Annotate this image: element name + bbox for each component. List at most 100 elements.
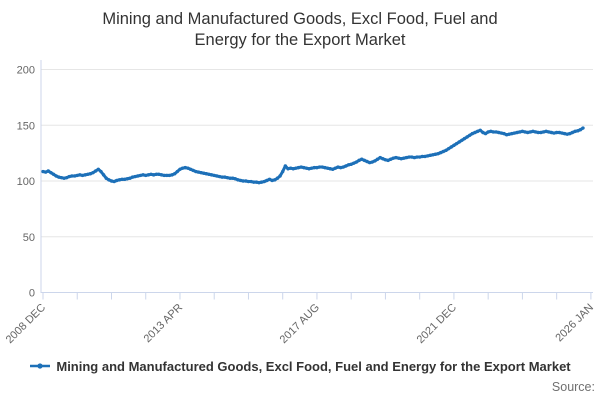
series-point[interactable]: [491, 130, 496, 134]
series-point[interactable]: [381, 157, 385, 161]
series-point[interactable]: [362, 158, 367, 163]
series-point[interactable]: [43, 170, 48, 174]
series-point[interactable]: [333, 166, 338, 170]
series-point[interactable]: [72, 174, 77, 178]
series-point[interactable]: [454, 141, 459, 146]
series-point[interactable]: [338, 165, 343, 170]
series-point[interactable]: [122, 177, 127, 182]
series-point[interactable]: [420, 154, 425, 159]
series-point[interactable]: [341, 165, 345, 169]
series-point[interactable]: [549, 130, 554, 135]
series-point[interactable]: [117, 178, 122, 182]
series-point[interactable]: [557, 130, 561, 135]
series-point[interactable]: [489, 129, 493, 134]
series-point[interactable]: [378, 155, 382, 160]
series-point[interactable]: [417, 155, 422, 159]
series-point[interactable]: [215, 174, 219, 178]
series-point[interactable]: [460, 138, 464, 142]
series-point[interactable]: [144, 173, 148, 178]
series-point[interactable]: [365, 159, 369, 164]
series-point[interactable]: [296, 165, 301, 170]
series-point[interactable]: [165, 173, 169, 178]
series-point[interactable]: [520, 129, 525, 134]
series-point[interactable]: [317, 165, 322, 169]
series-point[interactable]: [281, 169, 285, 174]
series-point[interactable]: [170, 173, 174, 177]
series-point[interactable]: [288, 166, 293, 170]
series-point[interactable]: [136, 174, 140, 178]
series-point[interactable]: [373, 159, 377, 163]
series-point[interactable]: [133, 174, 137, 179]
series-point[interactable]: [512, 131, 517, 135]
series-point[interactable]: [515, 130, 519, 135]
series-point[interactable]: [483, 131, 488, 136]
series-point[interactable]: [323, 165, 327, 170]
series-point[interactable]: [241, 179, 245, 183]
series-point[interactable]: [354, 160, 359, 164]
series-point[interactable]: [191, 168, 195, 173]
series-point[interactable]: [375, 157, 380, 161]
series-point[interactable]: [270, 178, 274, 183]
series-point[interactable]: [391, 156, 396, 160]
series-point[interactable]: [402, 156, 406, 160]
series-point[interactable]: [320, 165, 324, 169]
series-point[interactable]: [283, 164, 288, 168]
series-point[interactable]: [93, 169, 98, 173]
series-point[interactable]: [96, 167, 101, 171]
series-point[interactable]: [560, 131, 564, 135]
series-point[interactable]: [415, 155, 419, 159]
series-point[interactable]: [457, 140, 461, 144]
series-point[interactable]: [499, 131, 504, 135]
series-point[interactable]: [212, 173, 216, 178]
series-point[interactable]: [507, 132, 511, 136]
series-point[interactable]: [497, 130, 501, 135]
series-point[interactable]: [302, 165, 306, 170]
series-point[interactable]: [304, 166, 309, 170]
series-point[interactable]: [46, 169, 50, 173]
series-point[interactable]: [112, 179, 116, 184]
series-point[interactable]: [204, 172, 209, 176]
series-point[interactable]: [246, 179, 251, 184]
series-point[interactable]: [357, 158, 361, 163]
series-point[interactable]: [230, 176, 235, 180]
series-point[interactable]: [146, 173, 151, 177]
series-point[interactable]: [504, 133, 509, 137]
series-point[interactable]: [209, 173, 214, 177]
series-point[interactable]: [425, 154, 430, 158]
series-point[interactable]: [412, 155, 417, 160]
series-point[interactable]: [352, 161, 356, 165]
series-point[interactable]: [394, 155, 398, 160]
series-point[interactable]: [431, 153, 435, 157]
series-point[interactable]: [62, 176, 66, 180]
series-point[interactable]: [539, 130, 543, 135]
series-point[interactable]: [531, 129, 535, 134]
series-point[interactable]: [233, 177, 237, 181]
series-point[interactable]: [67, 174, 72, 179]
series-point[interactable]: [130, 175, 135, 179]
series-point[interactable]: [410, 155, 414, 159]
series-point[interactable]: [312, 165, 317, 170]
series-point[interactable]: [444, 148, 448, 153]
series-point[interactable]: [286, 167, 290, 171]
series-point[interactable]: [49, 170, 53, 175]
series-point[interactable]: [573, 129, 577, 134]
series-point[interactable]: [544, 129, 548, 134]
series-point[interactable]: [201, 171, 206, 175]
series-point[interactable]: [428, 153, 432, 158]
series-point[interactable]: [78, 173, 82, 177]
series-point[interactable]: [533, 130, 538, 134]
series-point[interactable]: [446, 146, 451, 151]
series-point[interactable]: [367, 160, 372, 165]
series-point[interactable]: [183, 165, 187, 170]
series-point[interactable]: [252, 180, 256, 184]
series-point[interactable]: [423, 154, 427, 159]
series-point[interactable]: [510, 131, 514, 136]
series-point[interactable]: [473, 130, 477, 135]
series-point[interactable]: [325, 166, 330, 170]
series-point[interactable]: [125, 177, 129, 181]
series-point[interactable]: [468, 133, 472, 137]
series-point[interactable]: [439, 150, 443, 155]
series-point[interactable]: [101, 173, 106, 177]
series-point[interactable]: [344, 164, 348, 168]
series-point[interactable]: [173, 172, 177, 176]
